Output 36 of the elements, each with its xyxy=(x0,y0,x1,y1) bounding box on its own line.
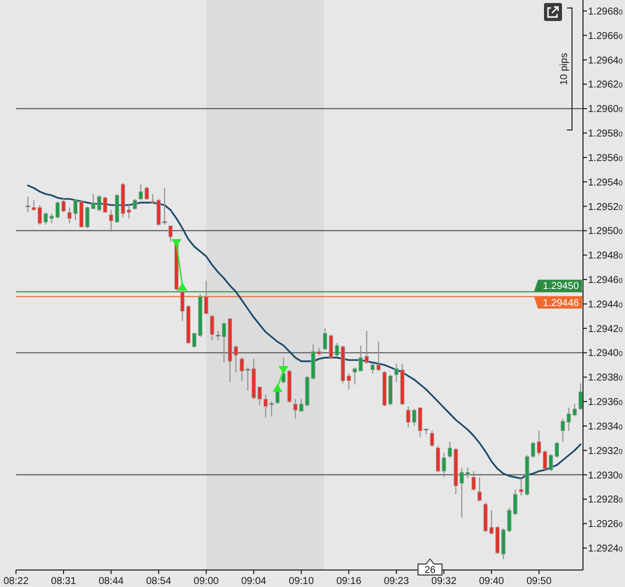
candlestick xyxy=(536,430,542,456)
candlestick xyxy=(472,470,476,492)
candlestick xyxy=(322,328,328,351)
x-tick-label: 09:32 xyxy=(431,576,457,587)
candlestick xyxy=(132,198,137,210)
x-tick-label: 09:04 xyxy=(241,576,267,587)
candlestick xyxy=(328,334,334,360)
x-tick-label: 09:40 xyxy=(478,576,504,587)
point xyxy=(278,366,288,374)
x-tick-label: 08:31 xyxy=(51,576,76,587)
point xyxy=(272,384,283,392)
candlestick xyxy=(67,206,72,224)
candlestick xyxy=(436,445,440,473)
annotation: 26 xyxy=(424,565,436,576)
x-tick-label: 09:00 xyxy=(194,576,220,587)
x-tick-label: 09:50 xyxy=(526,576,552,587)
candlestick xyxy=(222,322,226,364)
candlestick xyxy=(477,476,482,502)
x-tick-label: 09:10 xyxy=(288,576,314,587)
candlestick xyxy=(430,430,434,448)
candlestick xyxy=(126,203,132,219)
candlestick xyxy=(168,225,173,242)
x-tick-label: 08:44 xyxy=(98,576,124,587)
x-tick-label: 08:22 xyxy=(3,576,29,587)
x-tick-label: 09:23 xyxy=(384,576,410,587)
candlestick xyxy=(240,357,244,382)
ref-line-label: 1.29450 xyxy=(542,281,580,292)
x-tick-label: 09:16 xyxy=(336,576,362,587)
candlestick xyxy=(210,314,214,342)
ref-line-label: 1.29446 xyxy=(542,298,580,310)
annotation: 10 pips xyxy=(559,52,570,86)
point xyxy=(177,282,188,291)
line-series xyxy=(27,184,582,480)
x-tick-label: 08:54 xyxy=(146,576,172,587)
point xyxy=(171,239,182,248)
candlestick xyxy=(442,452,446,478)
